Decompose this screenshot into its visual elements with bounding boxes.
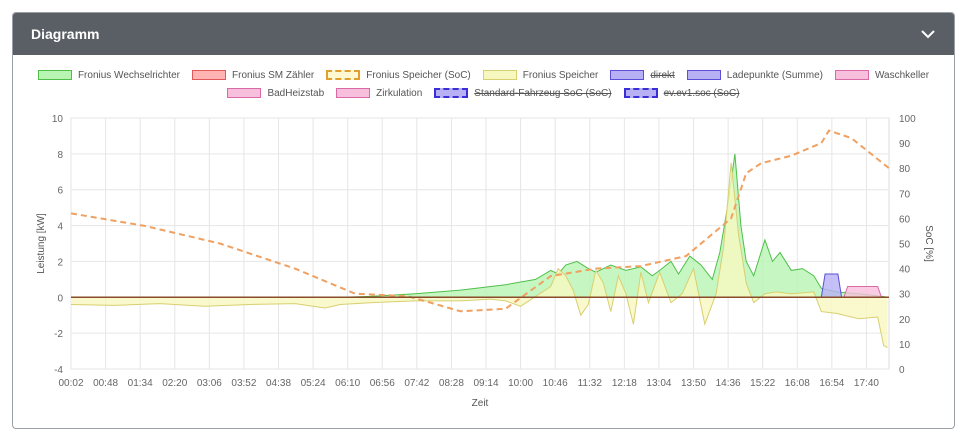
legend-item[interactable]: Fronius Speicher (482, 69, 599, 81)
legend-row: BadHeizstab Zirkulation Standard-Fahrzeug … (0, 84, 967, 102)
legend-label: Fronius Speicher (522, 69, 599, 81)
legend-label: direkt (650, 69, 675, 81)
legend-swatch (623, 88, 658, 98)
legend-swatch (434, 88, 469, 98)
chevron-down-icon[interactable] (920, 26, 936, 42)
legend-label: ev.ev1.soc (SoC) (663, 87, 740, 99)
legend-label: Fronius Speicher (SoC) (366, 69, 471, 81)
legend-label: Standard-Fahrzeug SoC (SoC) (474, 87, 612, 99)
legend-label: Ladepunkte (Summe) (726, 69, 823, 81)
legend-label: Zirkulation (376, 87, 423, 99)
legend-label: Fronius Wechselrichter (77, 69, 181, 81)
legend-swatch (227, 88, 262, 98)
legend-row: Fronius Wechselrichter Fronius SM Zähler F… (0, 66, 967, 84)
legend-swatch (37, 70, 72, 80)
legend-swatch (326, 70, 361, 80)
legend-swatch (336, 88, 371, 98)
legend-swatch (192, 70, 227, 80)
card-title: Diagramm (31, 26, 100, 42)
legend-item[interactable]: Standard-Fahrzeug SoC (SoC) (434, 87, 612, 99)
legend-swatch (834, 70, 869, 80)
legend-label: Waschkeller (874, 69, 930, 81)
legend-item[interactable]: Ladepunkte (Summe) (686, 69, 823, 81)
legend-item[interactable]: Fronius Wechselrichter (37, 69, 181, 81)
legend-item[interactable]: Fronius Speicher (SoC) (326, 69, 471, 81)
legend-swatch (482, 70, 517, 80)
legend-label: BadHeizstab (267, 87, 325, 99)
legend-swatch (686, 70, 721, 80)
legend-item[interactable]: Zirkulation (336, 88, 422, 99)
legend-item[interactable]: direkt (610, 69, 675, 81)
legend-item[interactable]: Fronius SM Zähler (192, 70, 314, 81)
legend-label: Fronius SM Zähler (232, 69, 315, 81)
legend-swatch (610, 70, 645, 80)
legend-item[interactable]: Waschkeller (834, 69, 930, 81)
card-header[interactable]: Diagramm (13, 13, 954, 55)
legend-item[interactable]: BadHeizstab (227, 88, 324, 99)
chart-legend: Fronius Wechselrichter Fronius SM Zähler F… (0, 66, 967, 102)
legend-item[interactable]: ev.ev1.soc (SoC) (623, 87, 740, 99)
